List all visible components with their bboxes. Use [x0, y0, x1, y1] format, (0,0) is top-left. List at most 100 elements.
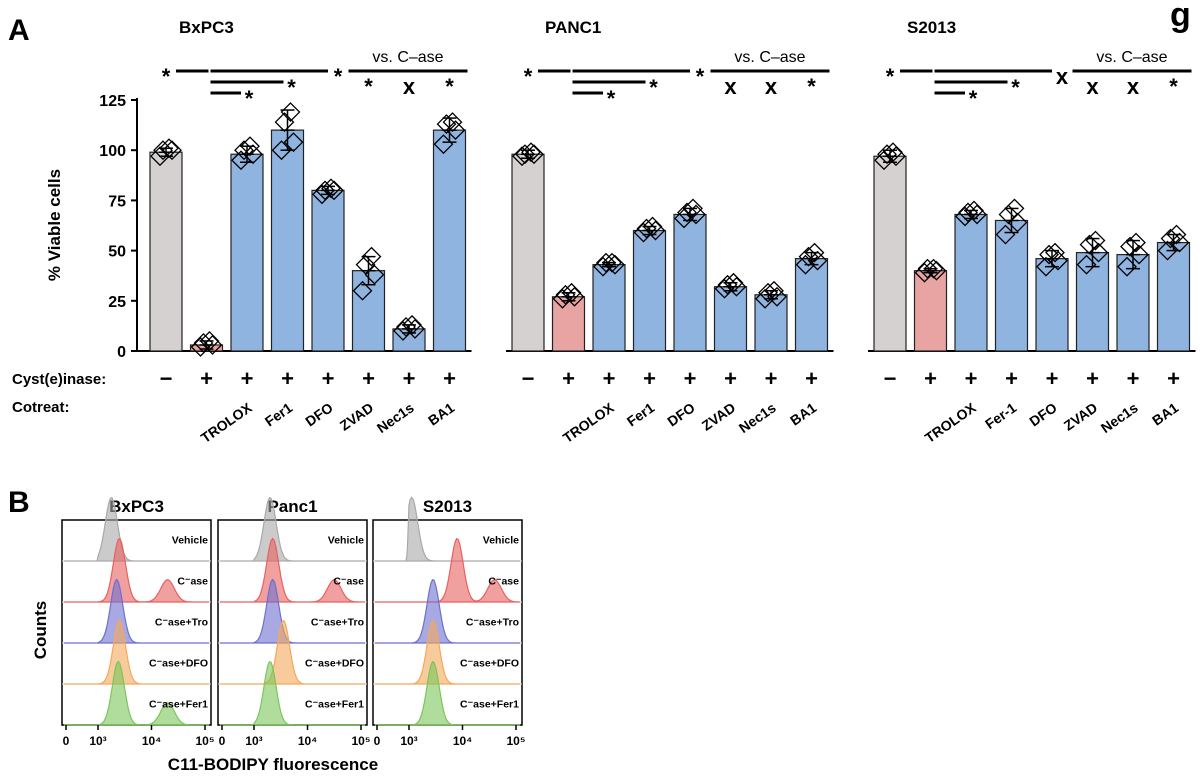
- cyst-symbol: −: [160, 366, 173, 391]
- bar: [913, 270, 948, 352]
- data-point-diamond: [190, 337, 211, 357]
- sig-symbol: *: [969, 86, 978, 111]
- data-point-diamond: [1004, 198, 1025, 219]
- x-tick-label: 10⁴: [453, 734, 472, 748]
- histogram-row-label: C⁻ase: [177, 576, 208, 588]
- histogram-curve: [375, 619, 520, 685]
- chart-title: BxPC3: [179, 18, 234, 37]
- histogram-row-label: C⁻ase+Fer1: [149, 699, 208, 711]
- histogram-row-label: C⁻ase+DFO: [305, 658, 364, 670]
- category-label: BA1: [425, 399, 457, 428]
- data-point-diamond: [555, 284, 576, 305]
- bar-chart-0: BxPC3− + +TROLOX+Fer1+DFO+ZVAD+Nec1s+BA1* *…: [137, 18, 472, 446]
- sig-symbol: *: [524, 64, 533, 89]
- x-tick-label: 10⁵: [352, 734, 371, 748]
- data-point-diamond: [926, 260, 947, 281]
- histogram-row-label: C⁻ase+Tro: [311, 617, 364, 629]
- cyst-symbol: +: [684, 366, 697, 391]
- category-label: DFO: [664, 399, 697, 429]
- data-point-diamond: [958, 202, 978, 223]
- data-point-diamond: [153, 140, 173, 161]
- sig-symbol: *: [245, 86, 254, 111]
- data-point-diamond: [561, 282, 582, 303]
- data-point-diamond: [243, 144, 263, 165]
- data-point-diamond: [1076, 254, 1097, 275]
- data-point-diamond: [636, 218, 657, 239]
- category-label: Fer1: [262, 399, 296, 429]
- sig-symbol: *: [1011, 75, 1020, 100]
- category-label: BA1: [1149, 399, 1181, 428]
- category-label: TROLOX: [198, 399, 256, 446]
- category-label: TROLOX: [560, 399, 618, 446]
- data-point-diamond: [723, 272, 744, 293]
- cyst-symbol: +: [281, 366, 294, 391]
- data-point-diamond: [199, 331, 220, 351]
- data-point-diamond: [405, 318, 425, 339]
- panel-b-x-label: C11-BODIPY fluorescence: [168, 755, 378, 774]
- sig-symbol: *: [886, 64, 895, 89]
- bar: [794, 258, 829, 352]
- bar: [149, 151, 183, 352]
- vs-case-label: vs. C–ase: [1096, 49, 1167, 66]
- category-label: Nec1s: [1098, 399, 1141, 436]
- data-point-diamond: [515, 144, 535, 165]
- data-point-diamond: [512, 146, 532, 167]
- panel-b-histograms: BxPC3 Vehicle C⁻ase C⁻ase+Tro C⁻ase+DFO C⁻ase…: [61, 496, 525, 748]
- data-point-diamond: [886, 146, 906, 167]
- histogram-row-label: Vehicle: [172, 535, 208, 547]
- data-point-diamond: [312, 184, 332, 205]
- sig-symbol: x: [403, 74, 416, 99]
- sig-symbol: x: [724, 74, 737, 99]
- cyst-symbol: +: [1127, 366, 1140, 391]
- data-point-diamond: [593, 256, 613, 277]
- data-point-diamond: [396, 316, 416, 337]
- cyst-symbol: +: [1005, 366, 1018, 391]
- histogram-curve: [64, 660, 209, 726]
- data-point-diamond: [645, 220, 666, 241]
- data-point-diamond: [324, 180, 344, 201]
- category-label: DFO: [302, 399, 335, 429]
- histogram-row-label: Vehicle: [328, 535, 364, 547]
- histogram-title: S2013: [423, 497, 472, 516]
- bar: [311, 189, 345, 352]
- data-point-diamond: [717, 274, 738, 295]
- sig-symbol: *: [364, 74, 373, 99]
- data-point-diamond: [596, 252, 616, 273]
- data-point-diamond: [767, 286, 787, 307]
- data-point-diamond: [1126, 232, 1146, 253]
- bar: [1156, 241, 1191, 352]
- histogram-row-label: C⁻ase+DFO: [149, 658, 208, 670]
- category-label: ZVAD: [1061, 399, 1101, 433]
- panel-b-y-label: Counts: [31, 601, 50, 660]
- data-point-diamond: [1157, 240, 1178, 261]
- category-label: ZVAD: [699, 399, 739, 433]
- histogram-row-label: C⁻ase+Tro: [466, 617, 519, 629]
- y-tick-label: 100: [99, 143, 126, 160]
- category-label: Nec1s: [374, 399, 417, 436]
- data-point-diamond: [807, 250, 828, 271]
- cyst-symbol: +: [765, 366, 778, 391]
- bar: [754, 294, 788, 352]
- data-point-diamond: [234, 140, 254, 161]
- data-point-diamond: [964, 200, 984, 221]
- data-point-diamond: [1160, 228, 1181, 249]
- sig-symbol: *: [334, 64, 343, 89]
- sig-symbol: x: [765, 74, 778, 99]
- bar: [592, 264, 626, 352]
- sig-symbol: *: [807, 74, 816, 99]
- data-point-diamond: [1117, 256, 1137, 277]
- corner-glyph: g: [1170, 0, 1191, 34]
- data-point-diamond: [764, 280, 784, 301]
- data-point-diamond: [967, 204, 987, 225]
- data-point-diamond: [321, 178, 341, 199]
- cyst-symbol: +: [724, 366, 737, 391]
- chart-title: PANC1: [545, 18, 601, 37]
- bar-chart-2: S2013− + +TROLOX+Fer-1+DFO+ZVAD+Nec1s+BA1*…: [868, 18, 1196, 446]
- sig-symbol: *: [1169, 74, 1178, 99]
- data-point-diamond: [564, 286, 585, 307]
- panel-b-letter: B: [8, 486, 30, 519]
- data-point-diamond: [1079, 234, 1100, 255]
- data-point-diamond: [914, 262, 935, 283]
